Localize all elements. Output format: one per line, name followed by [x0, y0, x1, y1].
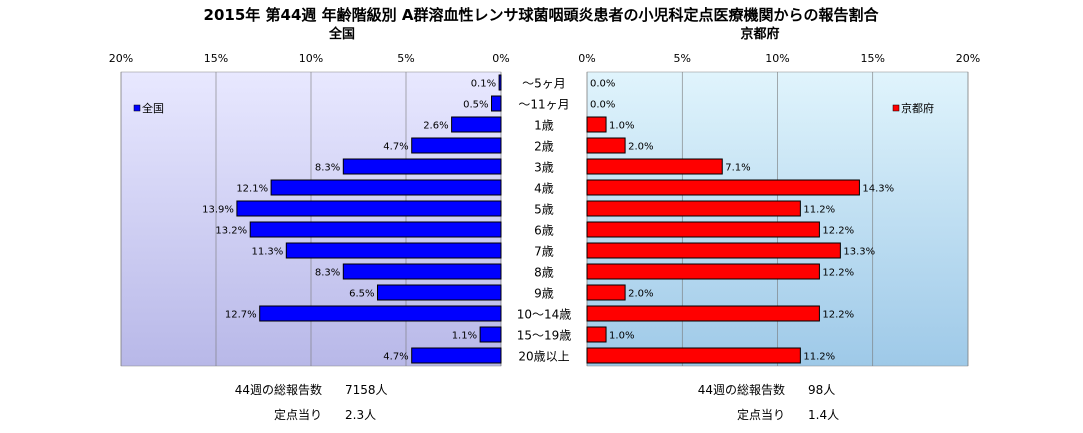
legend-swatch: [133, 104, 141, 112]
category-label: 6歳: [534, 224, 554, 238]
footer-value: 98人: [808, 383, 835, 397]
footer-value: 7158人: [345, 383, 388, 397]
bar: [586, 179, 860, 196]
footer-label: 44週の総報告数: [235, 382, 322, 397]
data-label: 2.0%: [628, 142, 653, 153]
bar: [270, 179, 502, 196]
tick-label: 20%: [956, 52, 980, 65]
category-label: 3歳: [534, 161, 554, 175]
tick-label: 0%: [578, 52, 595, 65]
data-label: 7.1%: [725, 163, 750, 174]
data-label: 0.5%: [463, 100, 488, 111]
category-label: 9歳: [534, 287, 554, 301]
tick-label: 10%: [299, 52, 323, 65]
tick-label: 15%: [204, 52, 228, 65]
data-label: 13.2%: [215, 226, 247, 237]
category-label: 15～19歳: [517, 329, 572, 343]
data-label: 0.1%: [471, 79, 496, 90]
bar: [285, 242, 502, 259]
tick-label: 0%: [492, 52, 509, 65]
bar: [498, 74, 502, 91]
data-label: 8.3%: [315, 163, 340, 174]
legend-swatch: [892, 104, 900, 112]
data-label: 12.2%: [822, 268, 854, 279]
bar: [586, 347, 801, 364]
bar: [586, 221, 820, 238]
data-label: 1.0%: [609, 331, 634, 342]
tick-label: 20%: [109, 52, 133, 65]
chart-title: 2015年 第44週 年齢階級別 A群溶血性レンサ球菌咽頭炎患者の小児科定点医療…: [204, 6, 880, 24]
data-label: 11.2%: [803, 205, 835, 216]
bar: [586, 116, 607, 133]
legend-label: 全国: [142, 101, 164, 115]
bar: [586, 326, 607, 343]
category-label: ～11ヶ月: [518, 98, 569, 112]
tick-label: 15%: [861, 52, 885, 65]
bar: [342, 263, 502, 280]
bar: [586, 284, 626, 301]
category-label: 2歳: [534, 140, 554, 154]
footer-label: 定点当り: [274, 407, 322, 422]
data-label: 13.3%: [843, 247, 875, 258]
bar: [342, 158, 502, 175]
data-label: 1.0%: [609, 121, 634, 132]
category-label: 1歳: [534, 119, 554, 133]
category-label: 4歳: [534, 182, 554, 196]
data-label: 11.2%: [803, 352, 835, 363]
footer-value: 1.4人: [808, 408, 839, 422]
bar: [586, 263, 820, 280]
tick-label: 10%: [765, 52, 789, 65]
panel-heading: 京都府: [740, 26, 779, 42]
tick-label: 5%: [674, 52, 691, 65]
bar: [586, 200, 801, 217]
data-label: 0.0%: [590, 79, 615, 90]
data-label: 12.7%: [225, 310, 257, 321]
data-label: 13.9%: [202, 205, 234, 216]
bar: [479, 326, 502, 343]
legend-label: 京都府: [901, 101, 934, 115]
bar: [411, 347, 502, 364]
data-label: 4.7%: [383, 352, 408, 363]
data-label: 1.1%: [452, 331, 477, 342]
data-label: 0.0%: [590, 100, 615, 111]
category-label: 5歳: [534, 203, 554, 217]
bar: [236, 200, 502, 217]
bar: [259, 305, 502, 322]
bar: [377, 284, 502, 301]
footer-value: 2.3人: [345, 408, 376, 422]
data-label: 12.2%: [822, 226, 854, 237]
category-label: 20歳以上: [518, 350, 569, 364]
data-label: 14.3%: [862, 184, 894, 195]
category-label: ～5ヶ月: [522, 77, 566, 91]
bar: [586, 305, 820, 322]
data-label: 11.3%: [252, 247, 284, 258]
data-label: 4.7%: [383, 142, 408, 153]
bar: [451, 116, 502, 133]
panel-heading: 全国: [328, 26, 355, 42]
bar: [491, 95, 502, 112]
data-label: 6.5%: [349, 289, 374, 300]
category-label: 10～14歳: [517, 308, 572, 322]
bar: [586, 137, 626, 154]
tick-label: 5%: [397, 52, 414, 65]
bar: [411, 137, 502, 154]
category-label: 7歳: [534, 245, 554, 259]
data-label: 8.3%: [315, 268, 340, 279]
bar: [249, 221, 502, 238]
footer-label: 定点当り: [737, 407, 785, 422]
bar: [586, 158, 723, 175]
data-label: 2.6%: [423, 121, 448, 132]
data-label: 12.1%: [236, 184, 268, 195]
bar: [586, 242, 841, 259]
category-label: 8歳: [534, 266, 554, 280]
footer-label: 44週の総報告数: [698, 382, 785, 397]
data-label: 2.0%: [628, 289, 653, 300]
data-label: 12.2%: [822, 310, 854, 321]
